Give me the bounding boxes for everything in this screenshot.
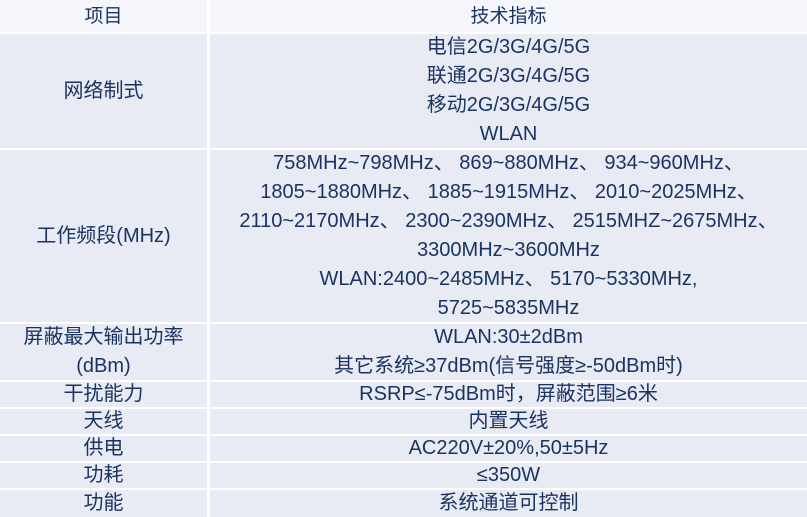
spec-line: 5725~5835MHz [437,297,580,319]
spec-line: RSRP≤-75dBm时，屏蔽范围≥6米 [359,383,658,405]
header-spec: 技术指标 [210,0,807,34]
spec-line: 其它系统≥37dBm(信号强度≥-50dBm时) [334,355,683,377]
item-network-standard: 网络制式 [0,34,210,150]
spec-line: AC220V±20%,50±5Hz [408,437,609,459]
item-label: 天线 [83,410,124,432]
item-antenna: 天线 [0,409,210,436]
spec-line: 1805~1880MHz、 1885~1915MHz、 2010~2025MHz… [260,181,757,203]
spec-line: ≤350W [476,464,541,486]
header-item-label: 项目 [84,5,123,27]
spec-line: WLAN:30±2dBm [434,326,583,348]
item-label: 网络制式 [63,79,144,102]
spec-power-consumption: ≤350W [210,463,807,490]
spec-line: WLAN:2400~2485MHz、 5170~5330MHz, [319,268,698,290]
spec-line: 内置天线 [468,410,549,432]
item-frequency-bands: 工作频段(MHz) [0,150,210,324]
item-power-consumption: 功耗 [0,463,210,490]
item-label: (dBm) [76,355,131,377]
item-label: 干扰能力 [63,383,144,405]
spec-max-output-power: WLAN:30±2dBm 其它系统≥37dBm(信号强度≥-50dBm时) [210,324,807,382]
spec-line: 2110~2170MHz、 2300~2390MHz、 2515MHZ~2675… [239,210,778,232]
item-interference: 干扰能力 [0,382,210,409]
item-max-output-power: 屏蔽最大输出功率 (dBm) [0,324,210,382]
item-label: 工作频段(MHz) [36,224,171,247]
spec-line: 系统通道可控制 [438,492,579,514]
spec-antenna: 内置天线 [210,409,807,436]
spec-line: WLAN [479,123,538,145]
spec-interference: RSRP≤-75dBm时，屏蔽范围≥6米 [210,382,807,409]
spec-function: 系统通道可控制 [210,490,807,517]
spec-line: 3300MHz~3600MHz [417,239,600,261]
spec-line: 联通2G/3G/4G/5G [426,65,591,87]
spec-line: 移动2G/3G/4G/5G [426,94,591,116]
item-label: 供电 [83,437,124,459]
spec-line: 758MHz~798MHz、 869~880MHz、 934~960MHz、 [273,152,744,174]
item-label: 屏蔽最大输出功率 [23,326,184,348]
header-item: 项目 [0,0,210,34]
item-power-supply: 供电 [0,436,210,463]
item-label: 功耗 [83,464,124,486]
item-function: 功能 [0,490,210,517]
header-spec-label: 技术指标 [470,5,547,27]
item-label: 功能 [83,492,124,514]
spec-power-supply: AC220V±20%,50±5Hz [210,436,807,463]
spec-network-standard: 电信2G/3G/4G/5G 联通2G/3G/4G/5G 移动2G/3G/4G/5… [210,34,807,150]
spec-line: 电信2G/3G/4G/5G [426,36,591,58]
spec-frequency-bands: 758MHz~798MHz、 869~880MHz、 934~960MHz、 1… [210,150,807,324]
